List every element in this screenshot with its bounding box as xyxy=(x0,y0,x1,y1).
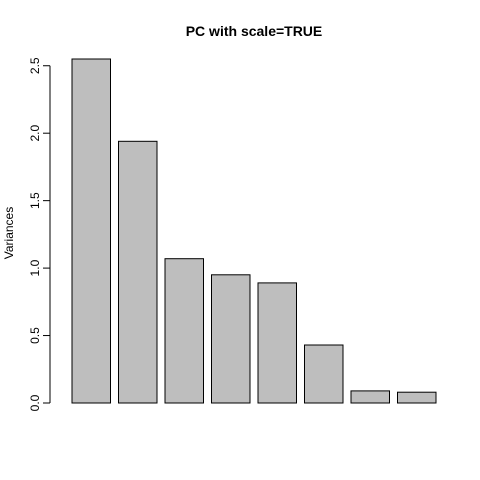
y-axis: 0.0 0.5 1.0 1.5 2.0 2.5 xyxy=(28,57,51,411)
bar-6 xyxy=(304,344,344,404)
y-tick-label: 0.0 xyxy=(28,394,42,411)
bar-7 xyxy=(350,390,390,404)
y-axis-label: Variances xyxy=(2,207,16,259)
y-tick-label: 2.0 xyxy=(28,125,42,142)
bar-8 xyxy=(397,391,437,404)
bar-3 xyxy=(164,258,204,404)
bars-group xyxy=(71,58,437,404)
y-tick-label: 1.0 xyxy=(28,259,42,276)
y-tick-label: 2.5 xyxy=(28,57,42,74)
bar-4 xyxy=(211,274,251,404)
bar-5 xyxy=(257,282,297,404)
bar-2 xyxy=(118,140,158,404)
bar-1 xyxy=(71,58,111,404)
y-tick-label: 1.5 xyxy=(28,192,42,209)
chart-title: PC with scale=TRUE xyxy=(186,23,323,39)
y-tick-label: 0.5 xyxy=(28,327,42,344)
